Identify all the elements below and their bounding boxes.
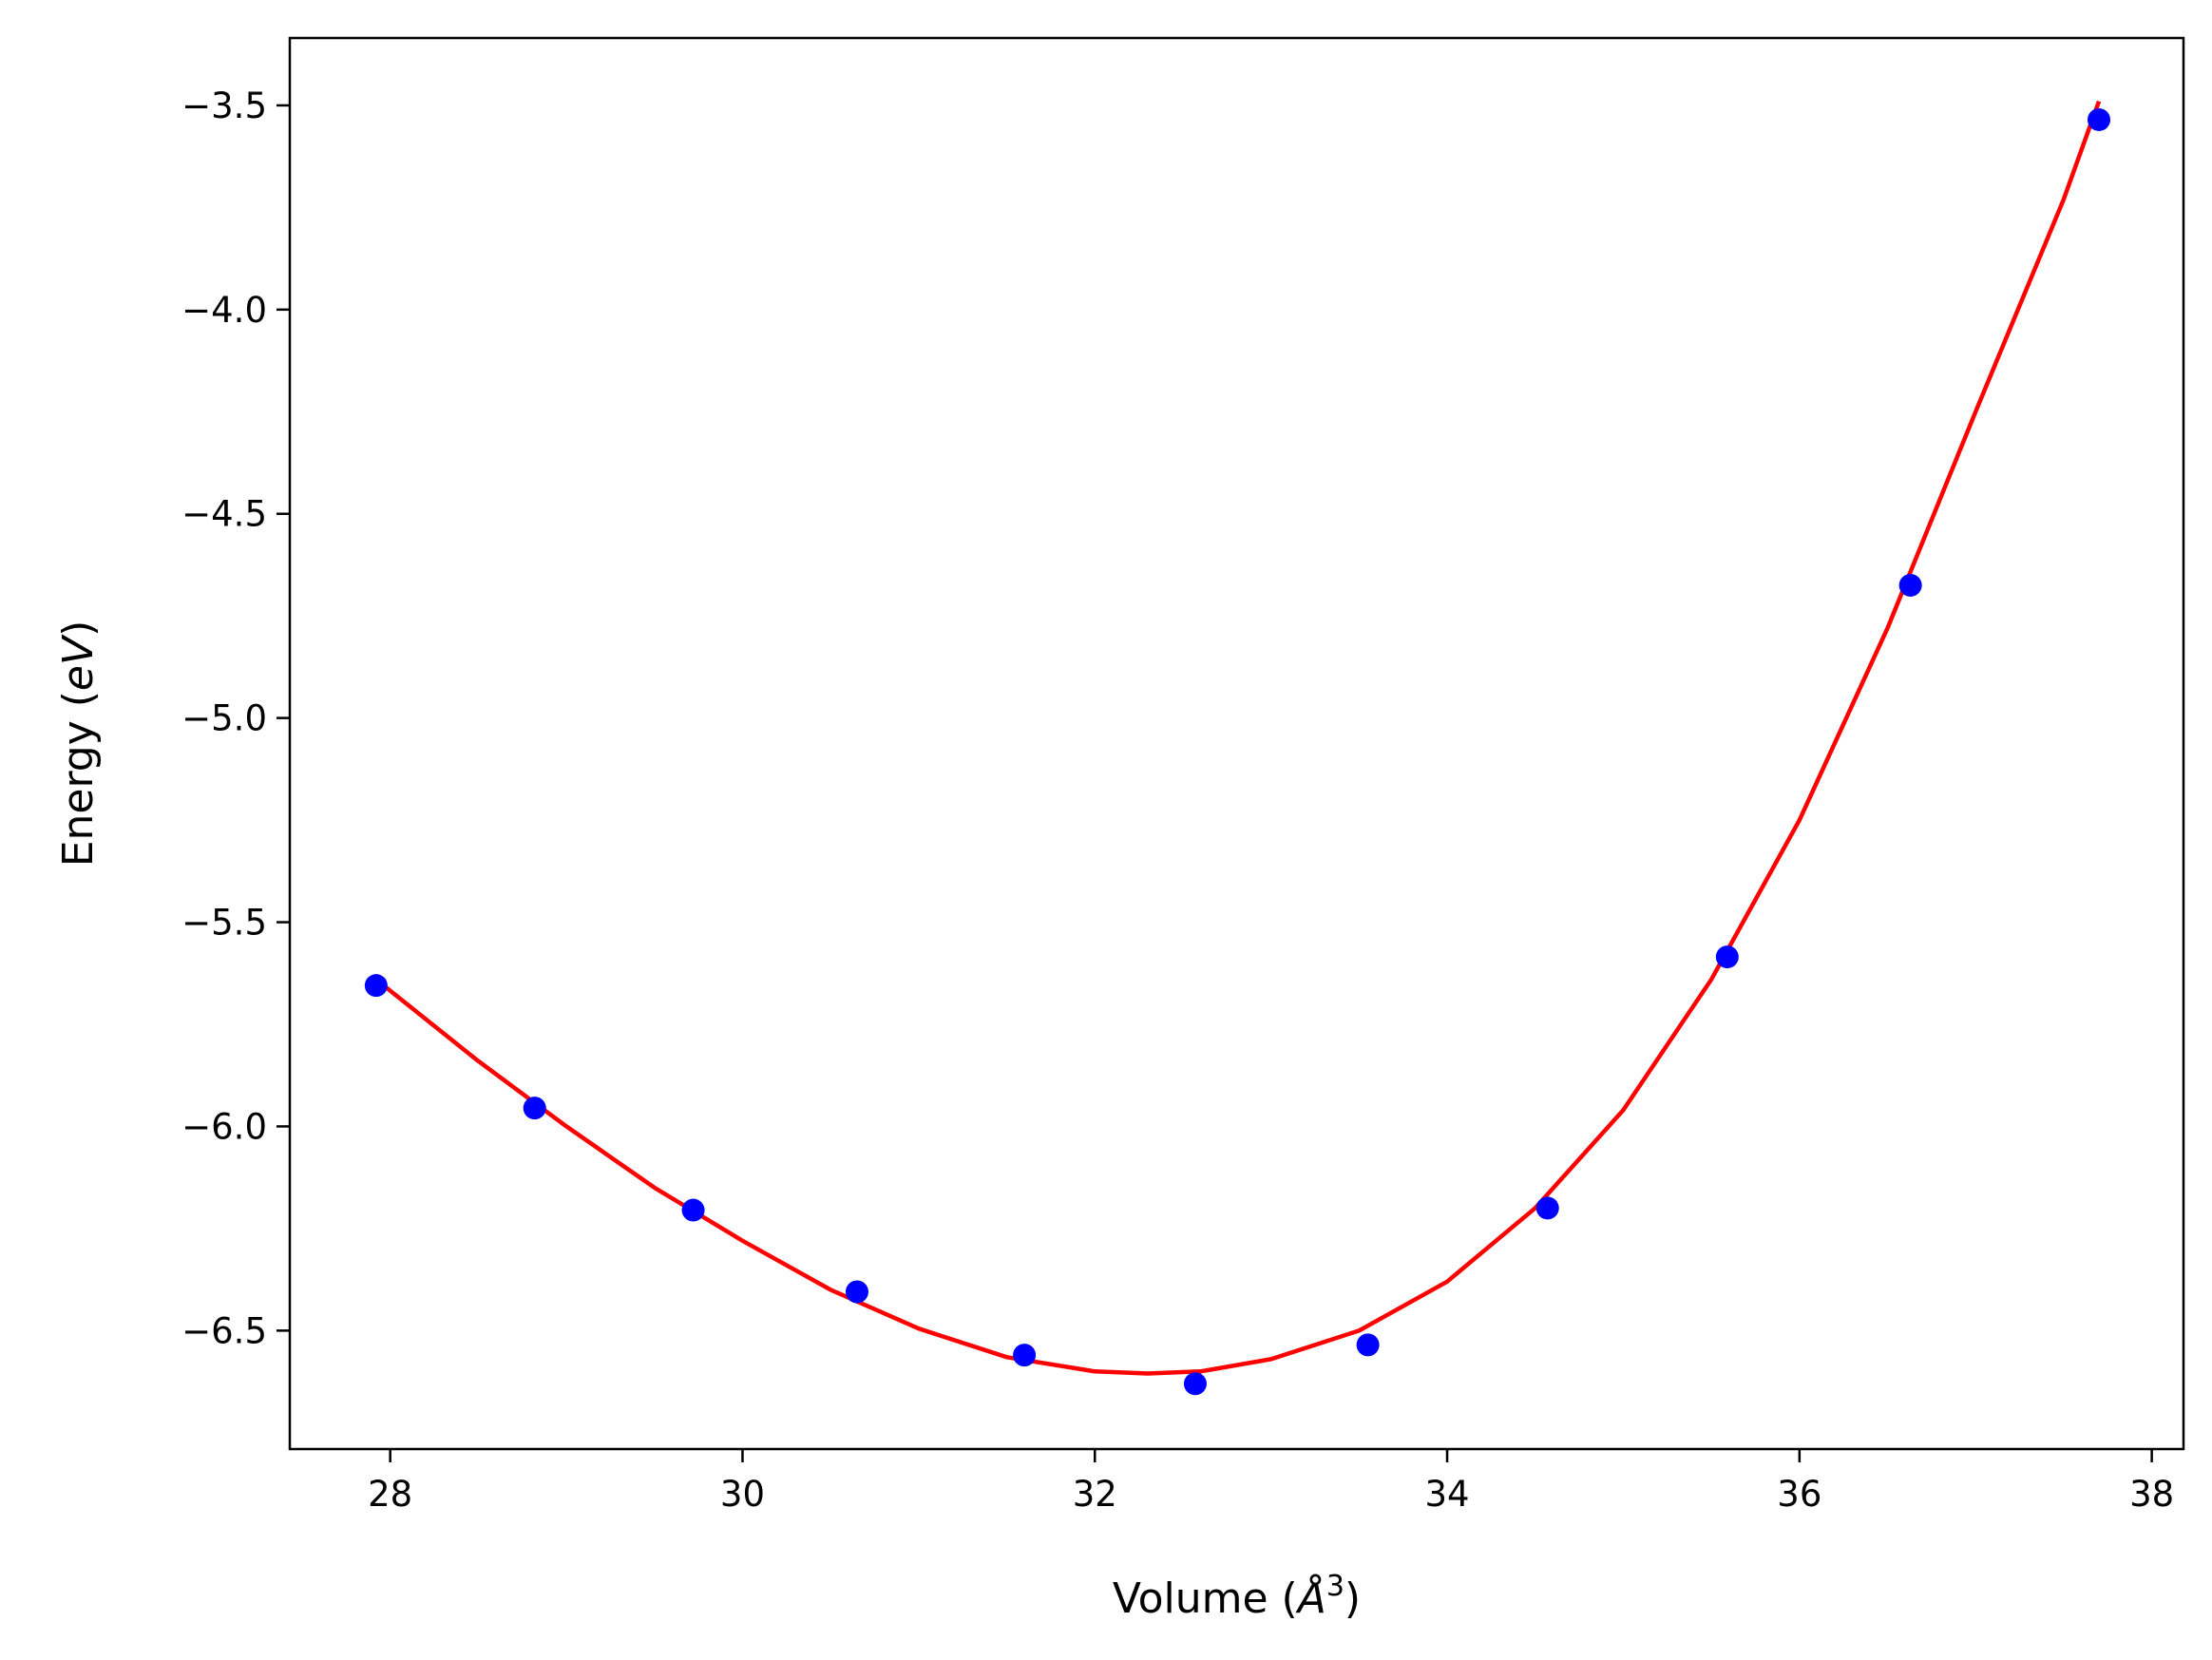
x-tick-label: 30	[720, 1474, 765, 1515]
x-axis-ticks: 28 30 32 34 36 38	[368, 1449, 2174, 1515]
plot-area-frame	[288, 36, 2185, 1451]
data-point	[364, 974, 388, 998]
data-point	[523, 1097, 546, 1120]
data-point	[1535, 1196, 1559, 1220]
x-tick-label: 32	[1073, 1474, 1117, 1515]
x-axis-title-prefix: Volume (	[1113, 1574, 1298, 1623]
y-tick-label: −5.5	[181, 903, 267, 944]
data-point	[845, 1280, 868, 1304]
x-axis-title: Volume (Å3)	[1113, 1570, 1361, 1623]
y-tick-label: −6.0	[181, 1106, 267, 1147]
y-tick-label: −6.5	[181, 1310, 267, 1351]
y-axis-title-prefix: Energy (	[54, 691, 103, 867]
y-tick-label: −4.5	[181, 494, 267, 535]
y-tick-label: −3.5	[181, 86, 267, 126]
x-axis-title-superscript: 3	[1326, 1570, 1344, 1603]
data-point	[681, 1198, 705, 1222]
x-tick-label: 36	[1777, 1474, 1821, 1515]
y-axis-title-suffix: )	[54, 620, 103, 637]
x-tick-label: 38	[2129, 1474, 2174, 1515]
y-axis-ticks: −6.5 −6.0 −5.5 −5.0 −4.5 −4.0 −3.5	[181, 86, 290, 1351]
data-point	[2088, 107, 2111, 131]
data-point	[1898, 573, 1922, 597]
y-axis-title: Energy (eV)	[54, 620, 103, 868]
y-tick-label: −5.0	[181, 698, 267, 739]
x-tick-label: 34	[1425, 1474, 1470, 1515]
data-point	[1013, 1344, 1037, 1367]
y-axis-title-unit: eV	[54, 634, 103, 691]
data-point	[1183, 1372, 1207, 1396]
y-tick-label: −4.0	[181, 290, 267, 331]
data-point	[1715, 945, 1739, 969]
plot-content	[364, 100, 2111, 1396]
x-axis-title-suffix: )	[1344, 1574, 1361, 1623]
x-tick-label: 28	[368, 1474, 412, 1515]
data-point	[1356, 1333, 1380, 1357]
x-axis-title-symbol: Å	[1295, 1573, 1326, 1623]
